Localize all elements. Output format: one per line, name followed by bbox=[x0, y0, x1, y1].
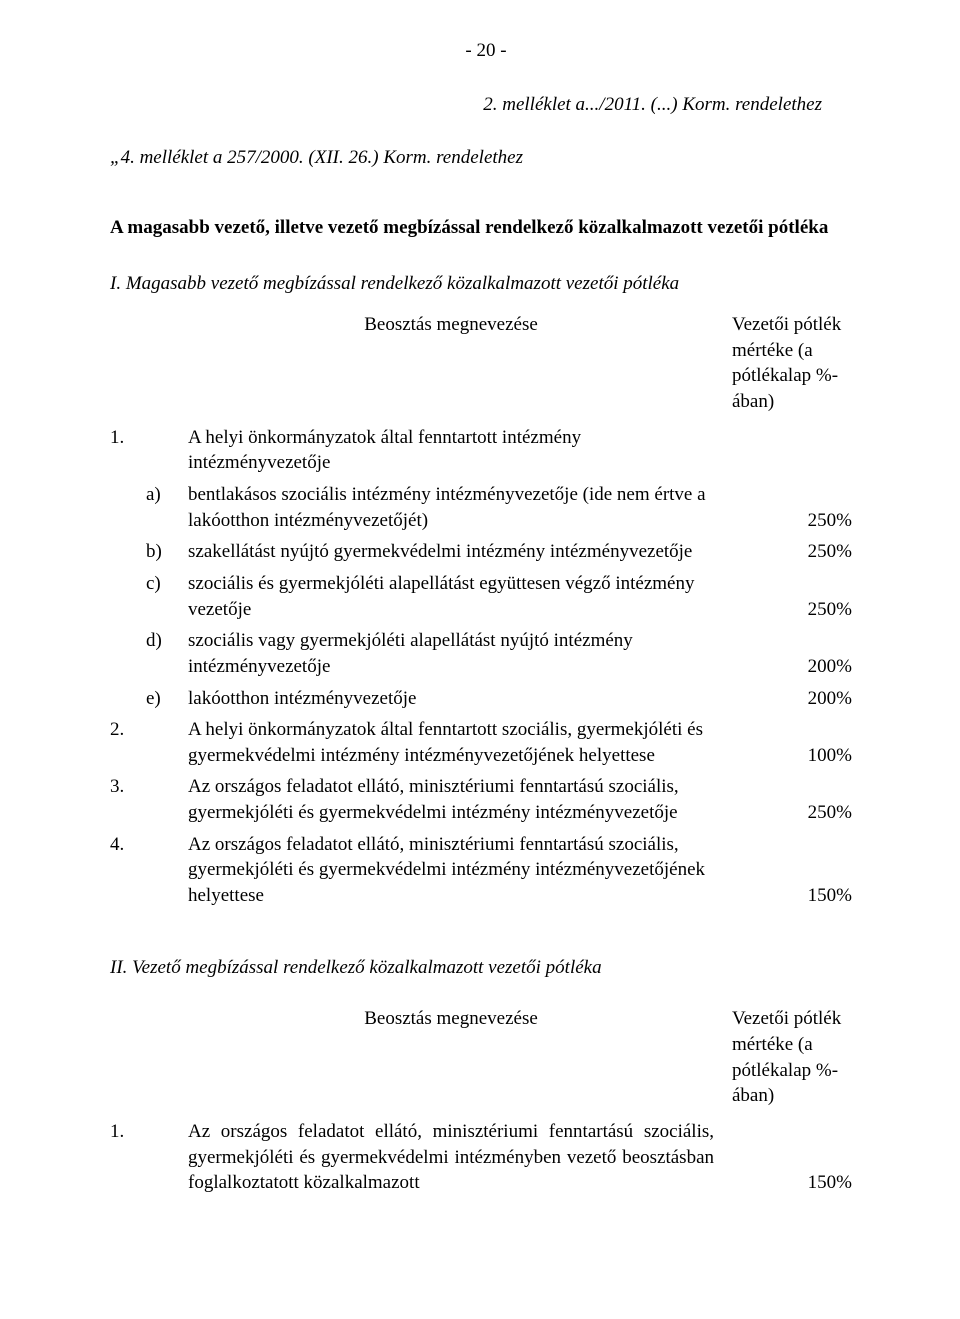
table-header-row: Beosztás megnevezése Vezetői pótlék mért… bbox=[110, 312, 862, 425]
subitem-letter: b) bbox=[146, 539, 188, 571]
table-header-row: Beosztás megnevezése Vezetői pótlék mért… bbox=[110, 1006, 862, 1119]
subitem-text: szociális és gyermekjóléti alapellátást … bbox=[188, 571, 732, 628]
subitem-letter: a) bbox=[146, 482, 188, 539]
melleklet-header: 2. melléklet a.../2011. (...) Korm. rend… bbox=[110, 92, 862, 118]
item-number: 1. bbox=[110, 425, 146, 482]
section-2-heading: II. Vezető megbízással rendelkező közalk… bbox=[110, 955, 862, 981]
item-number: 4. bbox=[110, 832, 146, 915]
item-text: Az országos feladatot ellátó, minisztéri… bbox=[188, 774, 732, 831]
item-value: 200% bbox=[732, 686, 862, 718]
item-value: 150% bbox=[732, 1119, 862, 1202]
item-value: 100% bbox=[732, 717, 862, 774]
main-heading: A magasabb vezető, illetve vezető megbíz… bbox=[110, 215, 862, 241]
subitem-text: lakóotthon intézményvezetője bbox=[188, 686, 732, 718]
subitem-letter: d) bbox=[146, 628, 188, 685]
table-row: b) szakellátást nyújtó gyermekvédelmi in… bbox=[110, 539, 862, 571]
item-value: 150% bbox=[732, 832, 862, 915]
item-value: 250% bbox=[732, 482, 862, 539]
table-row: 1. Az országos feladatot ellátó, miniszt… bbox=[110, 1119, 862, 1202]
subitem-text: bentlakásos szociális intézmény intézmén… bbox=[188, 482, 732, 539]
col-header-left: Beosztás megnevezése bbox=[188, 312, 732, 425]
item-value: 250% bbox=[732, 571, 862, 628]
quote-header: „4. melléklet a 257/2000. (XII. 26.) Kor… bbox=[110, 145, 862, 171]
item-value: 250% bbox=[732, 539, 862, 571]
subitem-text: szociális vagy gyermekjóléti alapellátás… bbox=[188, 628, 732, 685]
item-text: Az országos feladatot ellátó, minisztéri… bbox=[188, 832, 732, 915]
subitem-text: szakellátást nyújtó gyermekvédelmi intéz… bbox=[188, 539, 732, 571]
item-text: A helyi önkormányzatok által fenntartott… bbox=[188, 717, 732, 774]
table-row: 2. A helyi önkormányzatok által fenntart… bbox=[110, 717, 862, 774]
section-1-heading: I. Magasabb vezető megbízással rendelkez… bbox=[110, 271, 862, 297]
page-number: - 20 - bbox=[110, 38, 862, 64]
item-number: 1. bbox=[110, 1119, 146, 1202]
allowance-table-2: Beosztás megnevezése Vezetői pótlék mért… bbox=[110, 1006, 862, 1201]
table-row: d) szociális vagy gyermekjóléti alapellá… bbox=[110, 628, 862, 685]
table-row: e) lakóotthon intézményvezetője 200% bbox=[110, 686, 862, 718]
col-header-right: Vezetői pótlék mértéke (a pótlékalap %-á… bbox=[732, 312, 862, 425]
item-text: A helyi önkormányzatok által fenntartott… bbox=[188, 425, 732, 482]
item-text: Az országos feladatot ellátó, minisztéri… bbox=[188, 1119, 732, 1202]
table-row: 1. A helyi önkormányzatok által fenntart… bbox=[110, 425, 862, 482]
col-header-right: Vezetői pótlék mértéke (a pótlékalap %-á… bbox=[732, 1006, 862, 1119]
item-value: 200% bbox=[732, 628, 862, 685]
subitem-letter: c) bbox=[146, 571, 188, 628]
table-row: c) szociális és gyermekjóléti alapellátá… bbox=[110, 571, 862, 628]
item-value: 250% bbox=[732, 774, 862, 831]
subitem-letter: e) bbox=[146, 686, 188, 718]
allowance-table-1: Beosztás megnevezése Vezetői pótlék mért… bbox=[110, 312, 862, 914]
col-header-left: Beosztás megnevezése bbox=[188, 1006, 732, 1119]
table-row: 3. Az országos feladatot ellátó, miniszt… bbox=[110, 774, 862, 831]
item-number: 3. bbox=[110, 774, 146, 831]
table-row: a) bentlakásos szociális intézmény intéz… bbox=[110, 482, 862, 539]
table-row: 4. Az országos feladatot ellátó, miniszt… bbox=[110, 832, 862, 915]
item-number: 2. bbox=[110, 717, 146, 774]
